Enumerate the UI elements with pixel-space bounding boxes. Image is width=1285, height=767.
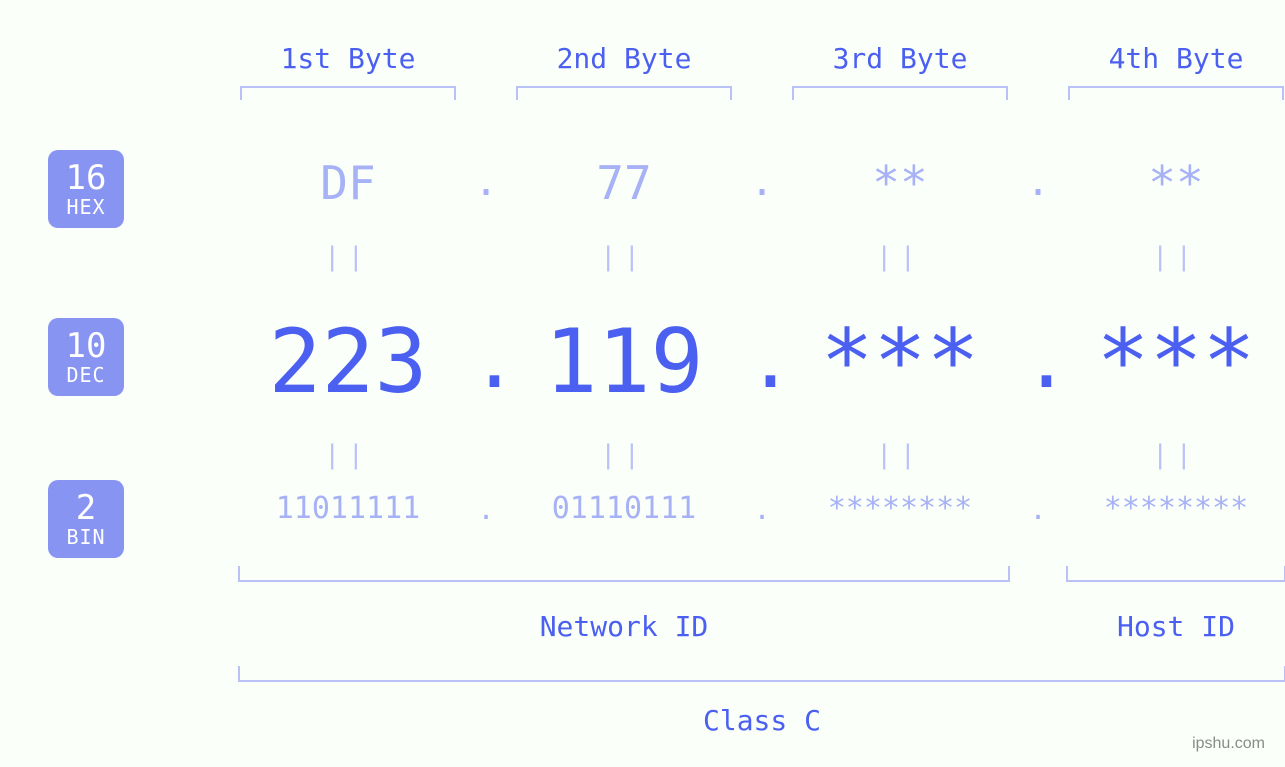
dec-byte-4: *** <box>1038 318 1285 406</box>
badge-number: 2 <box>76 491 96 525</box>
equals-1-col-1: || <box>210 242 486 272</box>
equals-1-col-4: || <box>1038 242 1285 272</box>
byte-header-3: 3rd Byte <box>762 42 1038 75</box>
base-badge-dec: 10DEC <box>48 318 124 396</box>
equals-2-col-4: || <box>1038 440 1285 470</box>
badge-number: 16 <box>66 161 107 195</box>
byte-bracket-3 <box>792 86 1007 100</box>
dec-byte-3: *** <box>762 318 1038 406</box>
byte-header-1: 1st Byte <box>210 42 486 75</box>
bin-byte-2: 01110111 <box>486 494 762 524</box>
equals-1-col-3: || <box>762 242 1038 272</box>
network-id-label: Network ID <box>238 610 1011 643</box>
host-id-bracket <box>1066 566 1285 582</box>
network-id-bracket <box>238 566 1011 582</box>
bin-byte-3: ******** <box>762 494 1038 524</box>
byte-header-2: 2nd Byte <box>486 42 762 75</box>
host-id-label: Host ID <box>1066 610 1285 643</box>
badge-label: HEX <box>66 197 105 217</box>
equals-2-col-3: || <box>762 440 1038 470</box>
hex-byte-2: 77 <box>486 160 762 206</box>
equals-2-col-2: || <box>486 440 762 470</box>
byte-header-4: 4th Byte <box>1038 42 1285 75</box>
badge-number: 10 <box>66 329 107 363</box>
equals-1-col-2: || <box>486 242 762 272</box>
badge-label: DEC <box>66 365 105 385</box>
hex-byte-3: ** <box>762 160 1038 206</box>
hex-byte-4: ** <box>1038 160 1285 206</box>
byte-bracket-4 <box>1068 86 1283 100</box>
equals-2-col-1: || <box>210 440 486 470</box>
hex-byte-1: DF <box>210 160 486 206</box>
watermark: ipshu.com <box>1192 735 1265 753</box>
bin-byte-4: ******** <box>1038 494 1285 524</box>
byte-bracket-2 <box>516 86 731 100</box>
base-badge-hex: 16HEX <box>48 150 124 228</box>
byte-bracket-1 <box>240 86 455 100</box>
base-badge-bin: 2BIN <box>48 480 124 558</box>
badge-label: BIN <box>66 527 105 547</box>
dec-byte-2: 119 <box>486 318 762 406</box>
bin-byte-1: 11011111 <box>210 494 486 524</box>
class-c-bracket <box>238 666 1285 682</box>
dec-byte-1: 223 <box>210 318 486 406</box>
class-c-label: Class C <box>238 704 1285 737</box>
